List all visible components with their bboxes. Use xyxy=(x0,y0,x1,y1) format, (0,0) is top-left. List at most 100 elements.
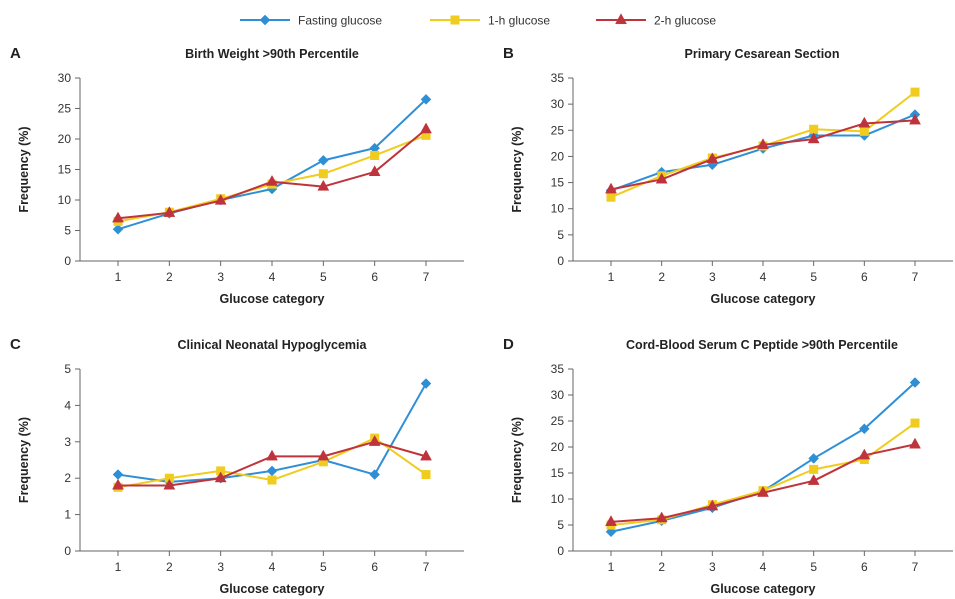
data-point-a-fasting-glucose-5 xyxy=(317,154,329,166)
y-tick-label-a-20: 20 xyxy=(58,132,72,146)
x-axis-title-a: Glucose category xyxy=(220,292,325,306)
series-d-fasting-glucose xyxy=(605,377,921,538)
x-tick-label-b-1: 1 xyxy=(608,270,615,284)
x-axis-title-b: Glucose category xyxy=(711,292,816,306)
x-tick-label-b-5: 5 xyxy=(810,270,817,284)
legend-label-fasting-glucose: Fasting glucose xyxy=(298,14,382,28)
data-point-c-1-h-glucose-3 xyxy=(216,466,226,476)
data-point-c-1-h-glucose-7 xyxy=(421,470,431,480)
chart-panels: A Birth Weight >90th Percentile0510152025… xyxy=(10,45,953,596)
y-tick-label-b-35: 35 xyxy=(551,71,565,85)
series-c-fasting-glucose xyxy=(112,378,432,488)
x-tick-label-b-4: 4 xyxy=(760,270,767,284)
x-tick-label-d-4: 4 xyxy=(760,560,767,574)
x-tick-label-a-1: 1 xyxy=(115,270,122,284)
series-d-2-h-glucose xyxy=(605,437,921,526)
x-tick-label-d-5: 5 xyxy=(810,560,817,574)
data-point-a-2-h-glucose-6 xyxy=(368,165,381,176)
data-point-a-2-h-glucose-4 xyxy=(266,174,278,186)
y-tick-label-a-5: 5 xyxy=(64,224,71,238)
panel-letter-b: B xyxy=(503,45,514,62)
y-tick-label-b-5: 5 xyxy=(557,228,564,242)
data-point-a-1-h-glucose-5 xyxy=(318,169,328,179)
data-point-d-1-h-glucose-6 xyxy=(859,454,869,464)
data-point-c-2-h-glucose-4 xyxy=(266,449,278,461)
data-point-b-2-h-glucose-6 xyxy=(858,116,871,128)
data-point-b-2-h-glucose-1 xyxy=(605,182,617,194)
x-tick-label-a-2: 2 xyxy=(166,270,173,284)
panel-letter-c: C xyxy=(10,336,21,353)
x-tick-label-c-1: 1 xyxy=(115,560,122,574)
data-point-a-2-h-glucose-5 xyxy=(317,179,330,191)
data-point-a-1-h-glucose-7 xyxy=(421,130,431,140)
y-tick-label-d-5: 5 xyxy=(557,518,564,532)
data-point-c-1-h-glucose-2 xyxy=(164,473,174,483)
y-tick-label-c-5: 5 xyxy=(64,362,71,376)
data-point-a-2-h-glucose-2 xyxy=(163,206,176,217)
data-point-c-2-h-glucose-7 xyxy=(420,449,432,461)
y-tick-label-d-0: 0 xyxy=(557,544,564,558)
y-tick-label-a-10: 10 xyxy=(58,193,72,207)
data-point-b-2-h-glucose-5 xyxy=(807,132,820,144)
data-point-b-1-h-glucose-7 xyxy=(910,87,920,97)
legend-item-2-h-glucose: 2-h glucose xyxy=(596,13,716,28)
panel-letter-a: A xyxy=(10,45,21,62)
data-point-c-fasting-glucose-1 xyxy=(112,469,124,480)
x-tick-label-b-3: 3 xyxy=(709,270,716,284)
x-tick-label-b-7: 7 xyxy=(912,270,919,284)
legend-item-fasting-glucose: Fasting glucose xyxy=(240,14,382,28)
data-point-a-1-h-glucose-6 xyxy=(370,150,380,160)
x-tick-label-d-2: 2 xyxy=(658,560,665,574)
x-tick-label-c-7: 7 xyxy=(423,560,430,574)
data-point-b-2-h-glucose-3 xyxy=(706,152,719,164)
x-tick-label-c-2: 2 xyxy=(166,560,173,574)
data-point-c-2-h-glucose-1 xyxy=(112,478,124,490)
data-point-d-2-h-glucose-7 xyxy=(909,437,921,449)
data-point-d-fasting-glucose-6 xyxy=(858,423,870,435)
data-point-c-1-h-glucose-5 xyxy=(318,457,328,467)
data-point-b-1-h-glucose-5 xyxy=(809,124,819,134)
y-tick-label-b-15: 15 xyxy=(551,176,565,190)
x-tick-label-c-4: 4 xyxy=(269,560,276,574)
data-point-d-1-h-glucose-5 xyxy=(809,464,819,474)
y-tick-label-d-25: 25 xyxy=(551,414,565,428)
y-axis-title-a: Frequency (%) xyxy=(17,126,31,212)
x-tick-label-d-7: 7 xyxy=(912,560,919,574)
data-point-a-fasting-glucose-1 xyxy=(112,223,124,235)
y-tick-label-b-10: 10 xyxy=(551,202,565,216)
x-tick-label-c-5: 5 xyxy=(320,560,327,574)
x-tick-label-d-6: 6 xyxy=(861,560,868,574)
y-tick-label-c-0: 0 xyxy=(64,544,71,558)
data-point-d-2-h-glucose-6 xyxy=(858,448,871,460)
panel-title-c: Clinical Neonatal Hypoglycemia xyxy=(178,338,368,352)
panel-title-b: Primary Cesarean Section xyxy=(685,47,840,61)
legend-marker-2-h-glucose xyxy=(615,13,627,25)
x-axis-title-c: Glucose category xyxy=(220,582,325,596)
y-axis-title-d: Frequency (%) xyxy=(510,417,524,503)
data-point-d-2-h-glucose-1 xyxy=(605,515,617,526)
y-tick-label-b-20: 20 xyxy=(551,149,565,163)
y-tick-label-d-30: 30 xyxy=(551,388,565,402)
y-tick-label-c-3: 3 xyxy=(64,435,71,449)
x-tick-label-d-1: 1 xyxy=(608,560,615,574)
y-tick-label-c-2: 2 xyxy=(64,471,71,485)
series-line-d-fasting-glucose xyxy=(610,381,916,533)
series-c-2-h-glucose xyxy=(112,435,432,490)
x-tick-label-a-3: 3 xyxy=(217,270,224,284)
data-point-d-2-h-glucose-2 xyxy=(655,511,668,523)
series-c-1-h-glucose xyxy=(113,433,431,492)
data-point-b-2-h-glucose-4 xyxy=(757,138,769,149)
data-point-b-2-h-glucose-7 xyxy=(909,113,921,125)
panel-title-d: Cord-Blood Serum C Peptide >90th Percent… xyxy=(626,338,898,352)
x-tick-label-a-7: 7 xyxy=(423,270,430,284)
data-point-c-fasting-glucose-6 xyxy=(369,469,381,480)
data-point-a-2-h-glucose-3 xyxy=(214,193,227,205)
y-tick-label-b-25: 25 xyxy=(551,123,565,137)
data-point-d-2-h-glucose-5 xyxy=(807,474,820,485)
panel-a: A Birth Weight >90th Percentile0510152025… xyxy=(10,45,464,306)
y-tick-label-b-0: 0 xyxy=(557,254,564,268)
y-axis-title-b: Frequency (%) xyxy=(510,126,524,212)
x-tick-label-c-6: 6 xyxy=(371,560,378,574)
panel-d: D Cord-Blood Serum C Peptide >90th Percen… xyxy=(503,336,953,596)
